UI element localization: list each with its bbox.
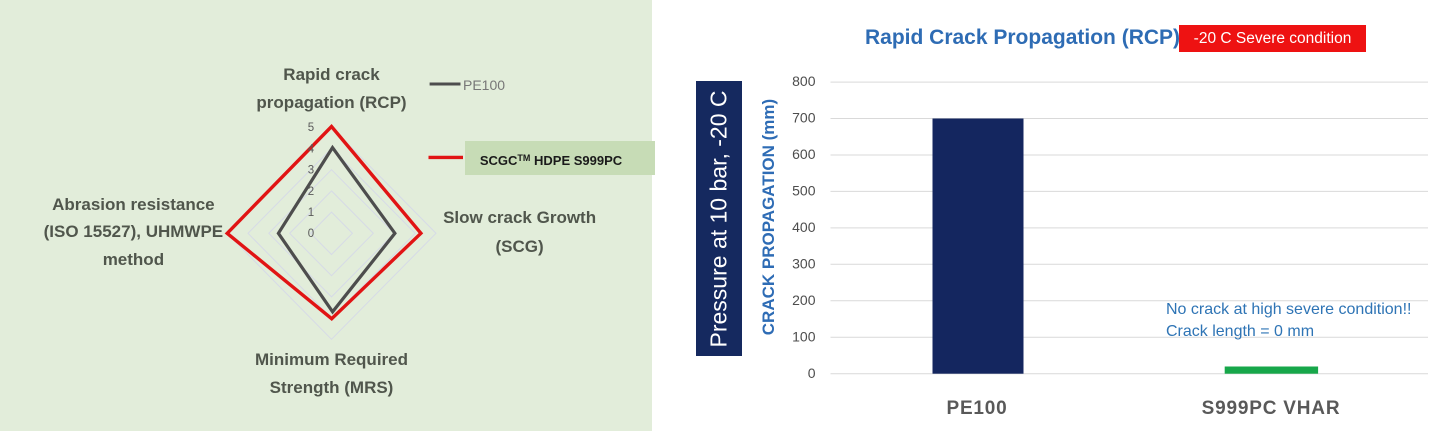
svg-text:400: 400: [792, 219, 816, 235]
svg-text:5: 5: [308, 122, 314, 134]
svg-text:800: 800: [792, 73, 816, 89]
svg-text:500: 500: [792, 183, 816, 199]
svg-text:200: 200: [792, 292, 816, 308]
svg-text:3: 3: [308, 165, 314, 177]
svg-text:2: 2: [308, 186, 314, 198]
svg-text:700: 700: [792, 110, 816, 126]
svg-text:4: 4: [308, 143, 315, 155]
svg-text:100: 100: [792, 329, 816, 345]
svg-text:1: 1: [308, 207, 314, 219]
svg-text:0: 0: [308, 228, 314, 240]
svg-text:600: 600: [792, 146, 816, 162]
svg-text:0: 0: [808, 365, 816, 381]
svg-text:300: 300: [792, 256, 816, 272]
